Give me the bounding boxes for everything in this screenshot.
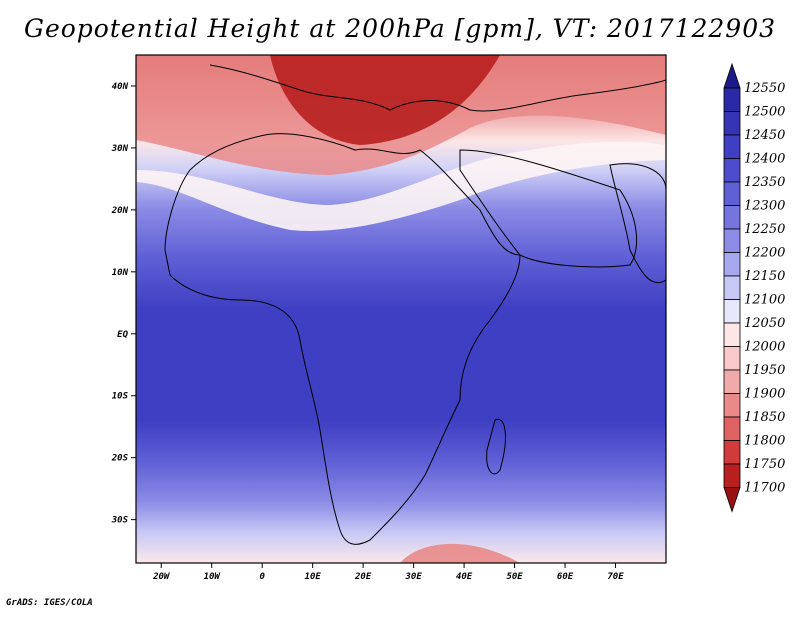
lat-tick-label: 30N (111, 144, 129, 154)
lon-tick-label: 30E (404, 572, 422, 582)
colorbar-segment (723, 299, 741, 324)
colorbar-label: 12450 (744, 128, 785, 143)
lat-tick-label: 10S (112, 392, 129, 402)
colorbar-label: 12350 (744, 175, 785, 190)
plot-frame (135, 54, 667, 564)
colorbar-segment (723, 205, 741, 230)
lon-tick-label: 70E (607, 572, 624, 582)
lat-tick-label: 40N (112, 82, 129, 92)
india (609, 163, 666, 283)
colorbar-label: 12250 (744, 222, 785, 237)
lon-tick-label: 40E (456, 572, 473, 582)
colorbar-label: 11750 (744, 457, 785, 472)
colorbar-segment (723, 463, 741, 488)
longitude-axis: 20W 10W 0 10E 20E 30E 40E 50E 60E 70E (152, 563, 624, 582)
lat-tick-label: 30S (111, 516, 129, 526)
lon-tick-label: 0 (259, 572, 265, 582)
colorbar-label: 12100 (744, 293, 785, 308)
lon-tick-label: 50E (506, 572, 523, 582)
map-title: Geopotential Height at 200hPa [gpm], VT:… (23, 14, 777, 43)
lat-tick-label: EQ (117, 330, 128, 340)
colorbar-segment (723, 181, 741, 206)
latitude-axis: 40N 30N 20N 10N EQ 10S 20S 30S (111, 82, 136, 526)
colorbar-label: 11950 (744, 363, 785, 378)
colorbar-segment (723, 369, 741, 394)
colorbar-label: 11700 (744, 481, 785, 496)
colorbar-segment (723, 228, 741, 253)
colorbar-segment (723, 322, 741, 347)
colorbar-label: 11900 (744, 387, 785, 402)
grads-credit: GrADS: IGES/COLA (6, 598, 93, 608)
lon-tick-label: 10E (305, 572, 322, 582)
colorbar-label: 12400 (744, 152, 785, 167)
africa-outline (164, 133, 521, 545)
colorbar-bottom-arrow (723, 487, 741, 513)
colorbar-label: 12200 (744, 246, 785, 261)
colorbar-segment (723, 87, 741, 112)
colorbar-label: 11800 (744, 434, 785, 449)
coastlines (164, 64, 666, 545)
colorbar-segment (723, 252, 741, 277)
colorbar-label: 12300 (744, 199, 785, 214)
colorbar-segment (723, 275, 741, 300)
height-field (136, 55, 666, 563)
colorbar-segment (723, 416, 741, 441)
lon-tick-label: 20W (152, 572, 171, 582)
southern-high (400, 543, 520, 563)
lon-tick-label: 20E (354, 572, 372, 582)
colorbar-segment (723, 440, 741, 465)
europe-coast (209, 64, 666, 112)
colorbar-label: 12550 (744, 81, 785, 96)
colorbar-label: 11850 (744, 410, 785, 425)
colorbar-label: 12000 (744, 340, 785, 355)
colorbar-segment (723, 134, 741, 159)
lat-tick-label: 20S (111, 454, 129, 464)
madagascar (486, 418, 506, 475)
colorbar-segment (723, 393, 741, 418)
lat-tick-label: 10N (112, 268, 129, 278)
northern-high-core (270, 55, 500, 145)
band-white (136, 141, 666, 231)
colorbar-label: 12150 (744, 269, 785, 284)
arabia (459, 149, 638, 268)
lat-tick-label: 20N (111, 206, 129, 216)
colorbar-segment (723, 346, 741, 371)
lon-tick-label: 10W (204, 572, 222, 582)
colorbar-label: 12050 (744, 316, 785, 331)
colorbar-segment (723, 111, 741, 136)
colorbar-top-arrow (723, 62, 741, 89)
colorbar-label: 12500 (744, 105, 785, 120)
lon-tick-label: 60E (557, 572, 574, 582)
colorbar: 12550 12500 12450 12400 12350 12300 12250 12200… (723, 62, 785, 513)
colorbar-segment (723, 158, 741, 183)
